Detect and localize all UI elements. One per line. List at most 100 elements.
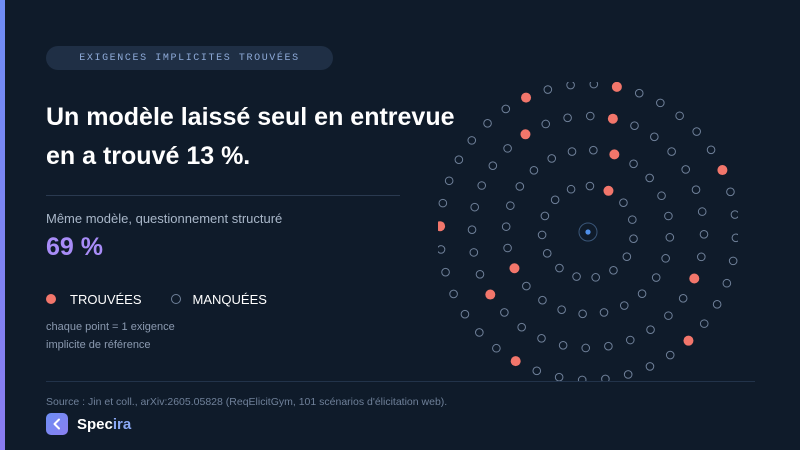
missed-requirement-dot xyxy=(449,289,458,299)
missed-requirement-dot xyxy=(665,350,675,360)
missed-requirement-dot xyxy=(488,161,498,170)
missed-requirement-dot xyxy=(599,308,609,317)
found-requirement-dot xyxy=(683,335,694,346)
missed-requirement-dot xyxy=(697,252,706,262)
note-line-1: chaque point = 1 exigence xyxy=(46,321,175,333)
missed-requirement-dot xyxy=(628,215,637,224)
missed-requirement-dot xyxy=(563,113,572,123)
missed-requirement-dot xyxy=(515,182,525,191)
missed-requirement-dot xyxy=(470,202,480,212)
missed-requirement-dot xyxy=(477,181,487,190)
missed-requirement-dot xyxy=(619,301,629,310)
headline: Un modèle laissé seul en entrevue en a t… xyxy=(46,98,516,176)
note-line-2: implicite de référence xyxy=(46,339,151,351)
missed-requirement-dot xyxy=(645,362,655,371)
missed-requirement-dot xyxy=(656,98,665,108)
missed-requirement-dot xyxy=(657,191,666,201)
missed-requirement-dot xyxy=(460,309,470,319)
missed-requirement-dot xyxy=(532,366,542,376)
missed-requirement-dot xyxy=(500,308,509,317)
found-requirement-dot xyxy=(609,149,620,160)
found-requirement-dot xyxy=(510,356,521,367)
missed-requirement-dot xyxy=(589,82,599,89)
missed-requirement-dot xyxy=(650,132,659,142)
found-requirement-dot xyxy=(485,289,496,300)
missed-requirement-dot xyxy=(475,328,484,337)
missed-requirement-dot xyxy=(506,201,515,210)
missed-requirement-dot xyxy=(469,248,479,257)
missed-requirement-dot xyxy=(619,198,628,207)
missed-requirement-dot xyxy=(629,234,638,244)
missed-requirement-dot xyxy=(731,233,738,243)
missed-requirement-dot xyxy=(629,159,638,169)
missed-requirement-dot xyxy=(566,82,575,90)
missed-requirement-dot xyxy=(661,254,670,263)
missed-requirement-dot xyxy=(542,249,552,258)
missed-requirement-dot xyxy=(566,184,576,194)
found-requirement-dot xyxy=(509,263,520,274)
missed-requirement-dot xyxy=(706,145,716,155)
missed-requirement-dot xyxy=(699,229,709,239)
missed-requirement-dot xyxy=(645,173,654,183)
brand-name: Specira xyxy=(77,416,131,433)
missed-requirement-dot xyxy=(537,230,547,240)
missed-requirement-dot xyxy=(581,343,591,353)
missed-requirement-dot xyxy=(540,211,550,221)
missed-requirement-dot xyxy=(726,187,735,197)
found-requirement-dot xyxy=(438,221,446,232)
missed-requirement-dot xyxy=(665,233,675,242)
brand: Specira xyxy=(46,413,131,435)
structured-label: Même modèle, questionnement structuré xyxy=(46,211,283,226)
dot-note: chaque point = 1 exigence implicite de r… xyxy=(46,318,175,354)
missed-requirement-dot xyxy=(537,333,546,343)
missed-requirement-dot xyxy=(646,325,655,334)
section-tag: EXIGENCES IMPLICITES TROUVÉES xyxy=(46,46,333,70)
found-requirement-dot xyxy=(611,82,622,92)
found-requirement-dot xyxy=(717,165,728,176)
missed-requirement-dot xyxy=(675,111,684,121)
missed-requirement-dot xyxy=(557,305,566,314)
missed-requirement-dot xyxy=(697,207,707,216)
missed-requirement-dot xyxy=(577,375,587,382)
missed-requirement-dot xyxy=(622,252,632,261)
missed-requirement-dot xyxy=(692,127,701,136)
headline-line-2: en a trouvé 13 %. xyxy=(46,142,251,170)
missed-requirement-dot xyxy=(591,273,600,282)
structured-value: 69 % xyxy=(46,233,103,261)
missed-requirement-dot xyxy=(554,372,564,382)
missed-requirement-dot xyxy=(585,111,595,121)
missed-requirement-dot xyxy=(529,166,539,175)
missed-requirement-dot xyxy=(538,295,547,305)
missed-requirement-dot xyxy=(623,370,633,379)
found-requirement-dot xyxy=(520,129,531,140)
found-requirement-dot xyxy=(607,113,618,124)
headline-line-1: Un modèle laissé seul en entrevue xyxy=(46,103,455,131)
missed-requirement-dot xyxy=(604,341,613,351)
missed-requirement-dot xyxy=(547,154,557,163)
missed-requirement-dot xyxy=(441,267,450,277)
legend-found-dot xyxy=(46,294,56,304)
legend: TROUVÉES MANQUÉES xyxy=(46,291,267,307)
found-requirement-dot xyxy=(603,185,614,196)
found-requirement-dot xyxy=(689,273,700,284)
missed-requirement-dot xyxy=(609,266,618,275)
missed-requirement-dot xyxy=(492,343,501,353)
missed-requirement-dot xyxy=(578,309,587,319)
missed-requirement-dot xyxy=(503,243,512,253)
missed-requirement-dot xyxy=(691,185,701,195)
missed-requirement-dot xyxy=(634,88,644,98)
brand-name-part-1: Spec xyxy=(77,415,113,433)
missed-requirement-dot xyxy=(681,165,690,174)
missed-requirement-dot xyxy=(585,181,595,191)
center-ring xyxy=(578,222,598,242)
accent-bar xyxy=(0,0,5,450)
missed-requirement-dot xyxy=(712,300,722,309)
missed-requirement-dot xyxy=(567,147,577,156)
center-dot xyxy=(585,229,591,235)
missed-requirement-dot xyxy=(558,341,568,350)
footer-divider xyxy=(46,381,755,382)
missed-requirement-dot xyxy=(467,136,477,145)
missed-requirement-dot xyxy=(501,104,511,114)
missed-requirement-dot xyxy=(555,263,564,273)
missed-requirement-dot xyxy=(667,147,676,156)
